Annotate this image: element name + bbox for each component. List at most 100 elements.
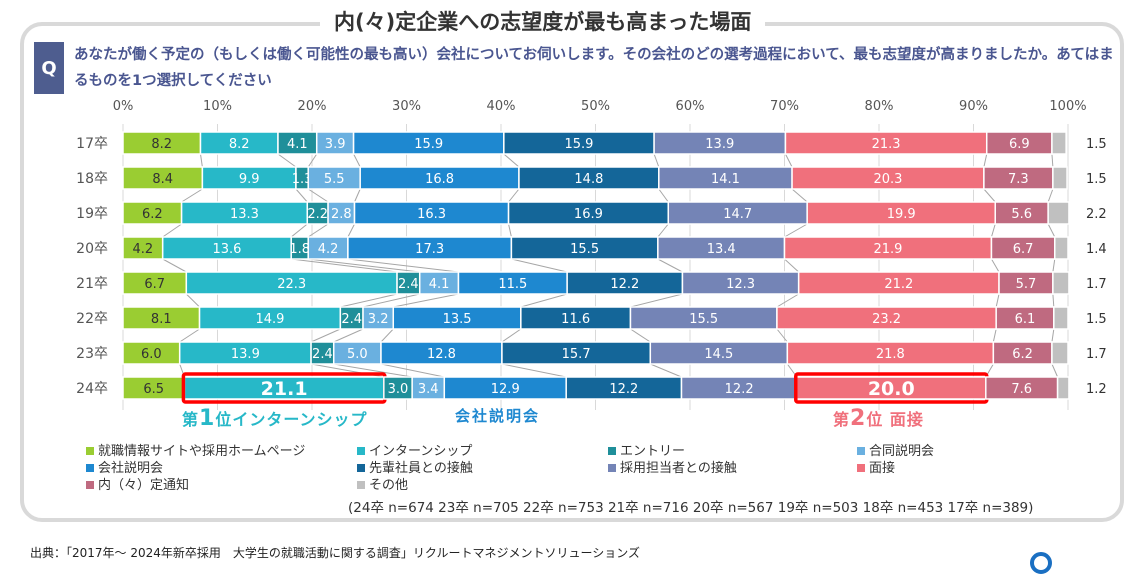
category-label: 20卒 [76, 241, 108, 257]
category-label: 24卒 [76, 381, 108, 397]
data-label: 15.5 [689, 312, 718, 327]
data-label: 13.4 [707, 242, 736, 257]
series-connector-line [992, 328, 997, 343]
data-label: 12.8 [427, 347, 456, 362]
data-label: 2.4 [312, 347, 333, 362]
data-label: 7.6 [1011, 382, 1032, 397]
series-connector-line [1051, 153, 1054, 168]
bar-segment [1047, 201, 1070, 225]
series-connector-line [1047, 188, 1054, 203]
category-label: 18卒 [76, 171, 108, 187]
data-label: 3.4 [418, 382, 439, 397]
data-label: 15.5 [570, 242, 599, 257]
legend-label: 就職情報サイトや採用ホームページ [98, 444, 306, 459]
x-tick-label: 80% [865, 99, 894, 114]
data-label: 15.9 [414, 137, 443, 152]
annotation-text: 1 [199, 406, 216, 431]
x-tick-label: 50% [581, 99, 610, 114]
series-connector-line [508, 223, 512, 238]
data-label-other: 1.5 [1086, 312, 1107, 327]
data-label: 15.9 [564, 137, 593, 152]
data-label: 13.5 [443, 312, 472, 327]
data-label: 14.5 [704, 347, 733, 362]
data-label: 7.3 [1008, 172, 1029, 187]
series-connector-line [983, 188, 996, 203]
annotation-text: 位 面接 [866, 410, 924, 429]
data-label: 12.2 [725, 382, 754, 397]
data-label: 20.0 [868, 378, 915, 400]
x-tick-label: 60% [676, 99, 705, 114]
series-connector-line [181, 188, 203, 203]
data-label: 19.9 [887, 207, 916, 222]
series-connector-line [990, 223, 996, 238]
data-label: 16.3 [417, 207, 446, 222]
series-connector-line [333, 363, 413, 378]
data-label: 4.1 [429, 277, 450, 292]
series-connector-line [784, 258, 800, 273]
data-label: 1.3 [292, 172, 313, 187]
data-label: 21.1 [261, 378, 308, 400]
series-connector-line [983, 153, 988, 168]
series-connector-line [380, 363, 445, 378]
legend-item: 合同説明会 [857, 440, 934, 459]
x-tick-label: 20% [298, 99, 327, 114]
data-label: 14.1 [711, 172, 740, 187]
data-label: 3.2 [368, 312, 389, 327]
category-label: 21卒 [76, 276, 108, 292]
x-tick-label: 30% [392, 99, 421, 114]
series-connector-line [1051, 363, 1059, 378]
bar-segment [1054, 236, 1069, 260]
series-connector-line [162, 258, 187, 273]
data-label-other: 2.2 [1086, 207, 1107, 222]
data-label: 4.1 [287, 137, 308, 152]
data-label: 6.5 [143, 382, 164, 397]
series-connector-line [290, 223, 308, 238]
x-tick-label: 100% [1049, 99, 1086, 114]
legend-item: 就職情報サイトや採用ホームページ [86, 440, 305, 459]
data-label: 3.9 [325, 137, 346, 152]
data-label: 6.2 [1012, 347, 1033, 362]
series-connector-line [776, 328, 788, 343]
data-label: 2.8 [331, 207, 352, 222]
series-connector-line [347, 258, 459, 273]
legend-swatch-icon [857, 463, 865, 472]
source-citation: 出典：「2017年～ 2024年新卒採用 大学生の就職活動に関する調査」リクルー… [30, 546, 641, 560]
x-tick-label: 70% [770, 99, 799, 114]
x-tick-label: 40% [487, 99, 516, 114]
series-connector-line [511, 258, 568, 273]
legend-item: インターンシップ [357, 440, 472, 459]
data-label: 2.4 [398, 277, 419, 292]
data-label: 8.2 [151, 137, 172, 152]
legend-label: インターンシップ [369, 444, 473, 459]
annotation-rank1-internship: 第1位インターンシップ [182, 406, 368, 431]
legend-label: 採用担当者との接触 [620, 461, 737, 476]
series-connector-line [791, 188, 808, 203]
data-label: 11.5 [498, 277, 527, 292]
annotation-rank2-interview: 第2位 面接 [833, 406, 924, 431]
series-connector-line [503, 153, 520, 168]
series-connector-line [653, 153, 660, 168]
data-label: 13.9 [231, 347, 260, 362]
logo-icon [1030, 552, 1052, 574]
data-label: 21.2 [884, 277, 913, 292]
data-label: 6.2 [142, 207, 163, 222]
series-connector-line [333, 328, 364, 343]
series-connector-line [291, 258, 398, 273]
series-connector-line [658, 188, 669, 203]
question-text: あなたが働く予定の（もしくは働く可能性の最も高い）会社についてお伺いします。その… [74, 47, 1114, 89]
question-badge: Q [34, 42, 64, 94]
series-connector-line [776, 293, 799, 308]
data-label: 12.2 [610, 277, 639, 292]
data-label: 2.4 [341, 312, 362, 327]
series-connector-line [1047, 223, 1056, 238]
series-connector-line [380, 328, 394, 343]
data-label: 6.7 [1013, 242, 1034, 257]
data-label: 21.3 [872, 137, 901, 152]
data-label: 5.6 [1011, 207, 1032, 222]
annotation-text: 位インターンシップ [215, 410, 368, 429]
data-label-other: 1.4 [1086, 242, 1107, 257]
series-connector-line [353, 153, 361, 168]
data-label-other: 1.5 [1086, 137, 1107, 152]
series-connector-line [630, 293, 683, 308]
data-label: 8.4 [152, 172, 173, 187]
